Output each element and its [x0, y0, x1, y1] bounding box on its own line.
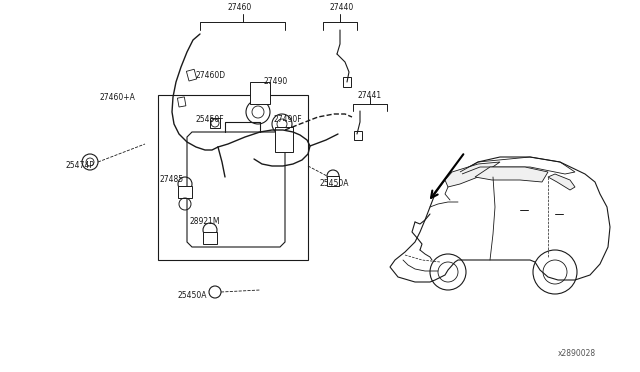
- Text: 25450A: 25450A: [320, 180, 349, 189]
- Bar: [327, 176, 339, 186]
- Polygon shape: [187, 132, 285, 247]
- Text: 25474P: 25474P: [66, 160, 95, 170]
- Bar: [203, 232, 217, 244]
- Polygon shape: [445, 162, 500, 187]
- Text: 27485: 27485: [160, 176, 184, 185]
- Bar: [210, 118, 220, 128]
- Text: 27490F: 27490F: [274, 115, 303, 125]
- Text: 27490: 27490: [264, 77, 288, 87]
- Text: 28921M: 28921M: [190, 218, 221, 227]
- Bar: [158, 95, 308, 260]
- Text: x2890028: x2890028: [558, 350, 596, 359]
- Text: 27460: 27460: [227, 3, 252, 13]
- Bar: [186, 69, 196, 81]
- Bar: [178, 186, 192, 198]
- Polygon shape: [390, 157, 610, 282]
- Bar: [250, 82, 270, 104]
- Bar: [275, 127, 293, 152]
- Bar: [177, 97, 186, 107]
- Bar: [354, 131, 362, 140]
- Text: 25450A: 25450A: [178, 292, 207, 301]
- Polygon shape: [475, 167, 548, 182]
- Text: 27460+A: 27460+A: [100, 93, 136, 103]
- Bar: [343, 77, 351, 87]
- Text: 27460D: 27460D: [196, 71, 226, 80]
- Polygon shape: [548, 174, 575, 190]
- Text: 25450F: 25450F: [195, 115, 223, 125]
- Text: 27441: 27441: [357, 90, 381, 99]
- Text: 27440: 27440: [329, 3, 353, 13]
